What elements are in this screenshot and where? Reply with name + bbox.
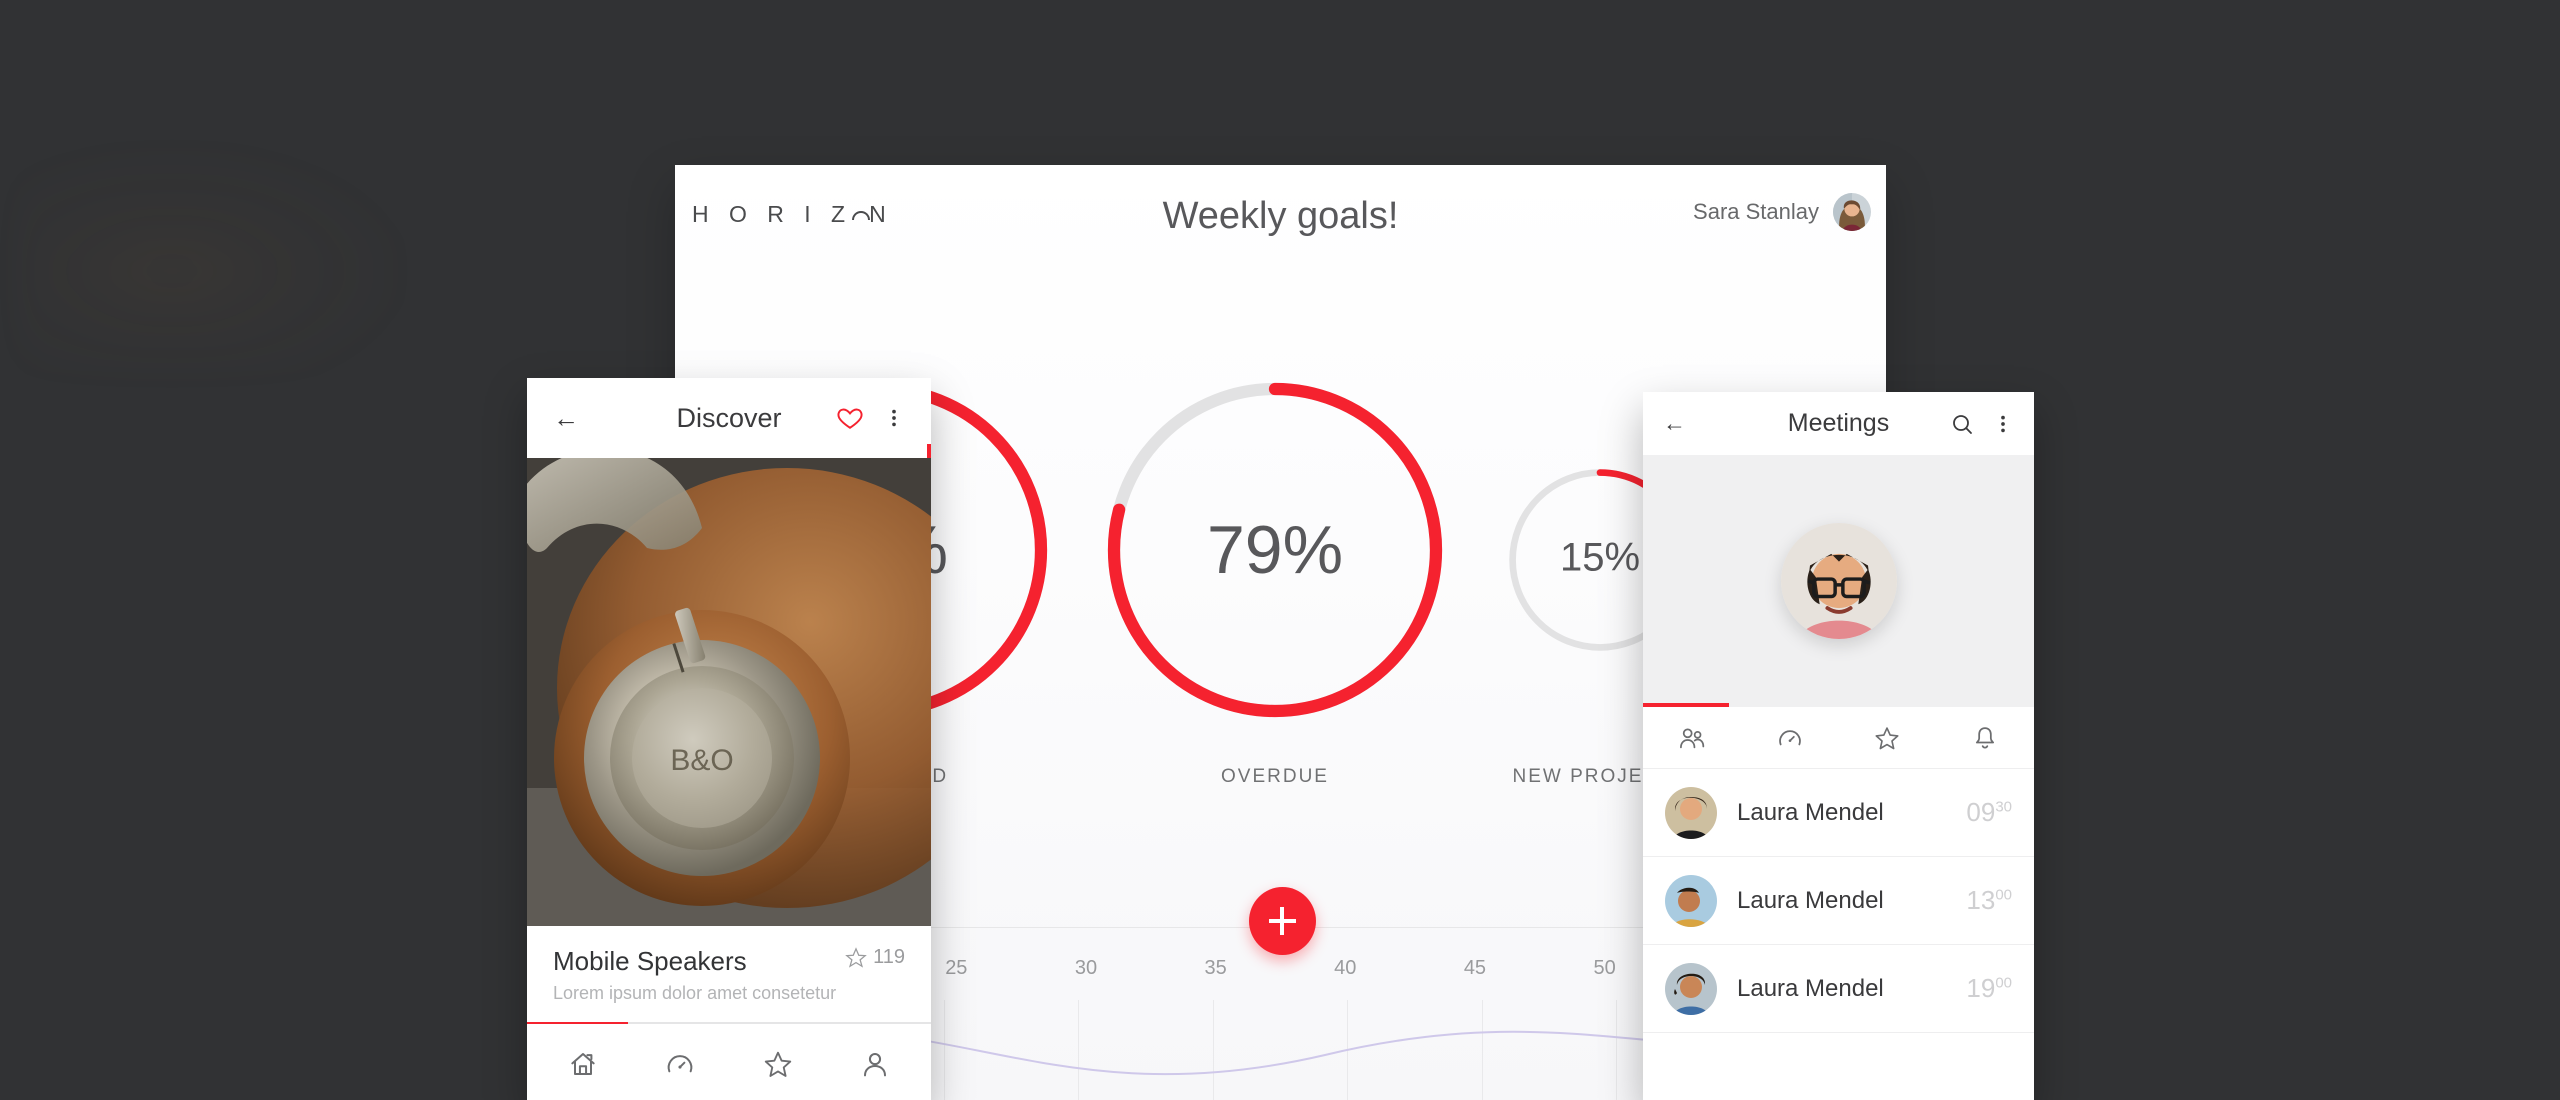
svg-text:B&O: B&O — [670, 744, 733, 777]
